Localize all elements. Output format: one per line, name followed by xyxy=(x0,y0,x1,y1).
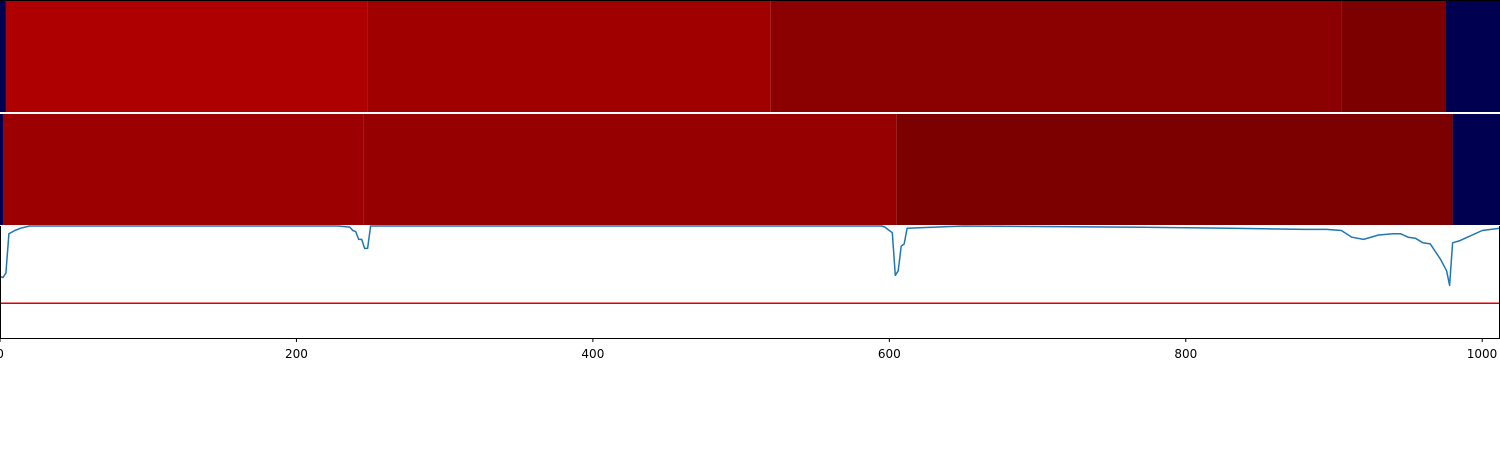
middle-strip-segment-4 xyxy=(1452,114,1500,225)
middle-strip-segment-1 xyxy=(2,114,364,225)
top-strip-segment-5 xyxy=(1445,1,1500,112)
line-panel xyxy=(0,225,1500,339)
top-strip-segment-1 xyxy=(5,1,368,112)
series-line xyxy=(0,225,1500,287)
middle-strip-segment-0 xyxy=(0,114,3,225)
x-tick-label-200: 200 xyxy=(285,347,308,361)
top-strip-segment-4 xyxy=(1341,1,1446,112)
middle-strip-segment-2 xyxy=(363,114,897,225)
top-strip-segment-2 xyxy=(367,1,771,112)
top-strip-segment-0 xyxy=(0,1,6,112)
middle-strip-segment-3 xyxy=(896,114,1453,225)
heatmap-strip-middle xyxy=(0,114,1500,225)
x-tick-label-1000: 1000 xyxy=(1467,347,1498,361)
x-tick-label-400: 400 xyxy=(581,347,604,361)
x-tick-label-600: 600 xyxy=(878,347,901,361)
x-tick-label-800: 800 xyxy=(1174,347,1197,361)
x-tick-label-0: 0 xyxy=(0,347,4,361)
top-strip-segment-3 xyxy=(770,1,1342,112)
x-axis: 0 200 400 600 800 1000 xyxy=(0,338,1497,361)
heatmap-strip-top xyxy=(0,1,1500,112)
